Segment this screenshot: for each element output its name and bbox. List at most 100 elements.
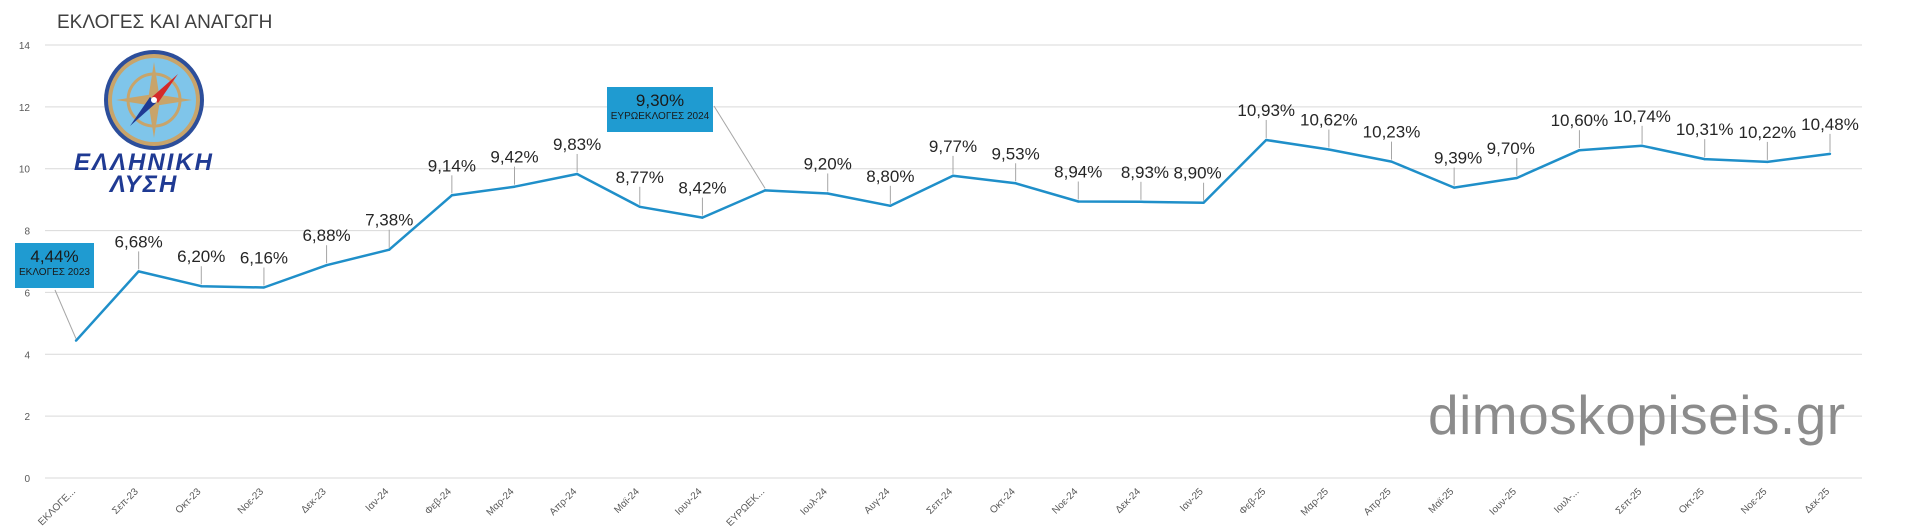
- data-point: [1265, 138, 1268, 142]
- data-label: 6,68%: [115, 232, 163, 251]
- x-tick-label: Μαϊ-25: [1427, 486, 1457, 516]
- data-point: [1139, 200, 1143, 204]
- data-label: 10,22%: [1739, 123, 1797, 142]
- x-tick-label: Σεπ-23: [110, 486, 141, 517]
- data-label: 9,39%: [1434, 149, 1482, 168]
- data-point: [701, 216, 704, 219]
- data-point: [889, 204, 892, 208]
- data-point: [1766, 160, 1769, 164]
- compass-needle-south: [130, 97, 156, 126]
- logo-text-line1: ΕΛΛΗΝΙΚΗ: [73, 149, 215, 176]
- data-label: 9,70%: [1487, 139, 1535, 158]
- y-tick-label: 8: [24, 227, 30, 238]
- y-tick-label: 2: [24, 412, 30, 423]
- x-tick-label: Οκτ-24: [988, 486, 1018, 516]
- data-point: [513, 185, 516, 188]
- x-tick-label: Ιουν-25: [1488, 486, 1520, 518]
- data-point: [325, 264, 328, 267]
- data-point: [137, 270, 140, 273]
- data-label: 6,88%: [302, 226, 350, 245]
- leader-line: [713, 105, 766, 189]
- x-tick-label: Φεβ-25: [1237, 486, 1268, 517]
- compass-needle-north: [152, 74, 178, 103]
- callout-elections-2023: 4,44% ΕΚΛΟΓΕΣ 2023: [15, 243, 94, 288]
- callout-label: ΕΥΡΩΕΚΛΟΓΕΣ 2024: [610, 111, 710, 122]
- data-point: [575, 172, 579, 176]
- callout-value: 4,44%: [30, 247, 79, 266]
- data-point: [1828, 152, 1832, 156]
- data-label: 9,20%: [804, 154, 852, 173]
- x-tick-label: Δεκ-24: [1114, 486, 1144, 516]
- data-label: 8,77%: [616, 168, 664, 187]
- x-tick-label: Νοε-23: [236, 486, 266, 516]
- data-point: [826, 192, 829, 195]
- data-point: [1640, 144, 1644, 148]
- data-label: 10,74%: [1613, 107, 1671, 126]
- watermark: dimoskopiseis.gr: [1428, 384, 1846, 446]
- chart-title: ΕΚΛΟΓΕΣ ΚΑΙ ΑΝΑΓΩΓΗ: [57, 12, 273, 33]
- data-label: 8,93%: [1121, 163, 1169, 182]
- x-tick-label: Ιουλ-24: [799, 486, 831, 518]
- data-point: [262, 286, 266, 289]
- callout-value: 9,30%: [635, 91, 685, 110]
- x-tick-label: Αυγ-24: [862, 486, 892, 516]
- y-tick-label: 0: [24, 474, 30, 485]
- compass-logo: [104, 50, 204, 150]
- data-label: 10,93%: [1237, 101, 1295, 120]
- data-label: 7,38%: [365, 211, 413, 230]
- data-label: 9,83%: [553, 135, 601, 154]
- x-tick-label: ΕΚΛΟΓΕ...: [36, 486, 78, 528]
- data-label: 8,94%: [1054, 162, 1102, 181]
- data-point: [951, 174, 955, 178]
- x-tick-label: Σεπ-24: [925, 486, 956, 517]
- x-tick-label: ΕΥΡΩΕΚ...: [725, 486, 768, 529]
- data-label: 9,77%: [929, 137, 977, 156]
- data-label: 6,16%: [240, 248, 288, 267]
- logo-text-line2: ΛΥΣΗ: [109, 171, 179, 198]
- data-point: [1390, 160, 1393, 163]
- x-tick-label: Απρ-25: [1362, 486, 1394, 518]
- leader-line: [54, 289, 77, 339]
- y-tick-label: 14: [19, 41, 31, 52]
- y-tick-label: 4: [24, 350, 30, 361]
- data-point: [388, 248, 391, 251]
- logo-text: ΕΛΛΗΝΙΚΗ ΛΥΣΗ: [64, 149, 224, 198]
- data-point: [200, 285, 203, 288]
- y-tick-label: 10: [19, 165, 31, 176]
- x-tick-label: Οκτ-23: [174, 486, 204, 516]
- data-point: [763, 189, 767, 192]
- data-label: 9,14%: [428, 156, 476, 175]
- data-point: [1202, 201, 1205, 204]
- data-label: 9,42%: [490, 148, 538, 167]
- y-tick-label: 6: [24, 288, 30, 299]
- data-point: [74, 339, 78, 342]
- data-label: 8,90%: [1173, 164, 1221, 183]
- data-label: 10,48%: [1801, 115, 1859, 134]
- x-tick-label: Νοε-24: [1050, 486, 1080, 516]
- x-tick-label: Ιαν-24: [364, 486, 392, 514]
- data-label: 8,80%: [866, 167, 914, 186]
- data-label: 10,31%: [1676, 120, 1734, 139]
- data-label: 10,60%: [1551, 111, 1609, 130]
- x-tick-label: Δεκ-25: [1803, 486, 1833, 516]
- x-tick-label: Απρ-24: [548, 486, 580, 518]
- data-label: 8,42%: [678, 179, 726, 198]
- callout-label: ΕΚΛΟΓΕΣ 2023: [19, 267, 90, 278]
- data-point: [450, 194, 454, 197]
- y-tick-label: 12: [19, 103, 31, 114]
- data-label: 10,62%: [1300, 111, 1358, 130]
- x-tick-label: Μαρ-24: [485, 486, 517, 518]
- compass-center: [151, 97, 157, 103]
- x-tick-label: Δεκ-23: [299, 486, 329, 516]
- data-point: [1578, 148, 1581, 152]
- callout-euroelections-2024: 9,30% ΕΥΡΩΕΚΛΟΓΕΣ 2024: [607, 87, 713, 132]
- data-point: [1014, 182, 1017, 185]
- data-point: [1327, 148, 1331, 151]
- x-tick-label: Μαϊ-24: [612, 486, 642, 516]
- x-tick-label: Οκτ-25: [1677, 486, 1707, 516]
- x-tick-label: Ιαν-25: [1178, 486, 1206, 514]
- data-point: [1077, 200, 1080, 203]
- data-point: [638, 205, 641, 208]
- data-label: 6,20%: [177, 247, 225, 266]
